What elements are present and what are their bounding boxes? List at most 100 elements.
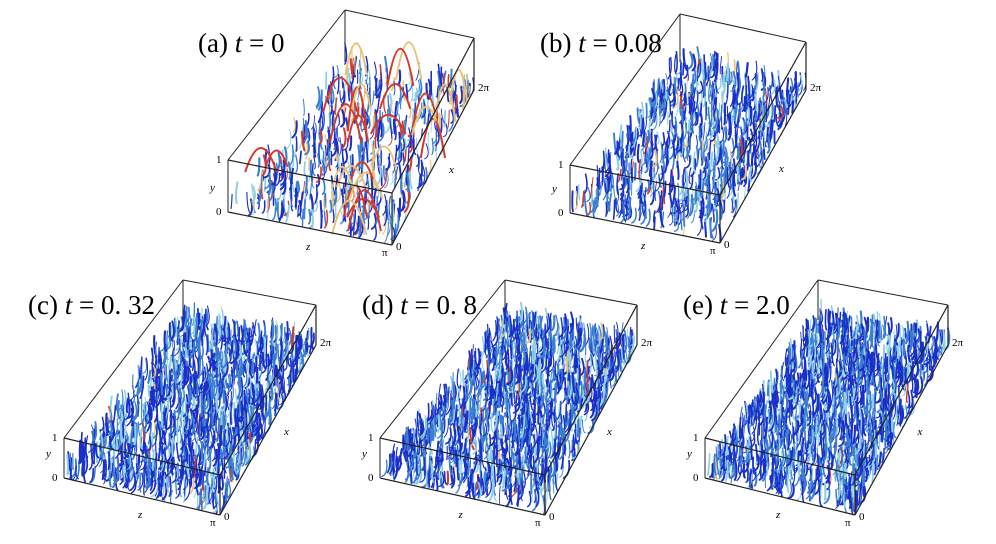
vortex-filament	[440, 108, 446, 124]
vortex-filament	[285, 204, 290, 223]
vortex-filament	[743, 150, 748, 171]
vortex-filament	[711, 203, 715, 223]
vortex-filament	[337, 153, 342, 175]
vortex-filament	[440, 66, 443, 88]
vortex-filament	[648, 161, 652, 177]
vortex-filament	[321, 197, 327, 213]
vortex-filament	[620, 130, 624, 153]
vortex-filament	[679, 109, 686, 124]
vortex-filament	[348, 135, 353, 151]
vortex-filament	[341, 127, 347, 150]
vortex-filament	[608, 171, 614, 192]
vortex-filament	[317, 153, 320, 168]
hairpin-vortex	[348, 171, 384, 199]
vortex-filament	[744, 184, 746, 199]
vortex-filament	[406, 172, 410, 193]
box-edge	[817, 279, 949, 306]
vortex-filament	[417, 78, 423, 98]
vortex-filament	[278, 200, 283, 222]
vortex-filament	[698, 80, 704, 94]
box-edge	[391, 37, 475, 194]
vortex-filament	[711, 208, 719, 232]
vortex-filament	[776, 75, 780, 92]
vortex-filament	[310, 115, 315, 130]
vortex-filament	[652, 112, 658, 131]
hairpin-vortex	[378, 83, 412, 110]
vortex-filament	[318, 130, 323, 145]
time-value: = 0	[248, 28, 285, 58]
vortex-filament	[746, 136, 752, 153]
vortex-filament	[706, 452, 711, 476]
vortex-filament	[431, 137, 434, 155]
panel-title: (b) t = 0.08	[540, 28, 662, 59]
vortex-filament	[601, 150, 606, 173]
panel-title: (a) t = 0	[198, 28, 284, 59]
vortex-filament	[645, 129, 651, 146]
vortex-filament	[344, 42, 348, 65]
vortex-filament	[773, 105, 777, 123]
vortex-filament	[740, 95, 744, 111]
vortex-filament	[304, 176, 308, 194]
vortex-filament	[400, 189, 405, 212]
box-edge	[227, 159, 393, 194]
vortex-filament	[649, 178, 655, 197]
vortex-filament	[257, 193, 260, 210]
vortex-filament	[605, 201, 608, 217]
vortex-filament	[256, 188, 262, 205]
vortex-filament	[371, 90, 375, 105]
vortex-filament	[386, 200, 389, 221]
vortex-filament	[299, 150, 302, 165]
vortex-filament	[670, 169, 673, 188]
vortex-filament	[301, 208, 304, 227]
vortex-filament	[329, 199, 333, 214]
vortex-filament	[459, 85, 464, 104]
vortex-filament	[590, 189, 594, 208]
vortex-filament	[246, 191, 251, 213]
vortex-filament	[719, 181, 725, 201]
vortex-filament	[754, 72, 759, 93]
vortex-filament	[335, 182, 342, 203]
vortex-filament	[877, 451, 882, 468]
vortex-filament	[641, 101, 645, 118]
vortex-filament	[377, 147, 382, 168]
vortex-filament	[443, 109, 447, 128]
vortex-filament	[376, 119, 381, 142]
vortex-filament	[418, 102, 423, 120]
vortex-filament	[659, 165, 664, 182]
vortex-filament	[673, 217, 680, 232]
vortex-filament	[387, 203, 391, 224]
tick-y-bottom: 0	[216, 206, 222, 218]
vortex-filament	[329, 80, 332, 100]
vortex-filament	[775, 113, 780, 128]
vortex-filament	[660, 190, 664, 211]
vortex-filament	[447, 109, 450, 129]
vortex-filament	[789, 70, 797, 95]
vortex-filament	[646, 148, 652, 162]
vortex-filament	[357, 144, 361, 168]
vortex-filament	[384, 156, 391, 171]
vortex-filament	[675, 69, 679, 87]
vortex-filament	[355, 101, 360, 121]
vortex-filament	[374, 128, 378, 149]
vortex-filament	[720, 166, 724, 185]
vortex-filament	[661, 101, 665, 117]
vortex-filament	[876, 454, 879, 471]
vortex-filament	[390, 170, 394, 185]
vortex-filament	[402, 151, 405, 166]
axis-label-z: z	[306, 240, 311, 253]
time-variable: t	[234, 28, 243, 58]
vortex-filament	[295, 154, 299, 173]
vortex-filament	[650, 171, 655, 194]
vortex-filament	[395, 151, 403, 165]
vortex-filament	[401, 138, 407, 153]
vortex-filament	[751, 60, 758, 81]
vortex-filament	[824, 309, 828, 331]
vortex-filament	[339, 210, 344, 225]
vortex-filament	[667, 57, 672, 80]
vortex-filament	[760, 68, 764, 82]
vortex-filament	[571, 190, 574, 213]
vortex-filament	[412, 87, 419, 102]
vortex-filament	[678, 187, 685, 202]
